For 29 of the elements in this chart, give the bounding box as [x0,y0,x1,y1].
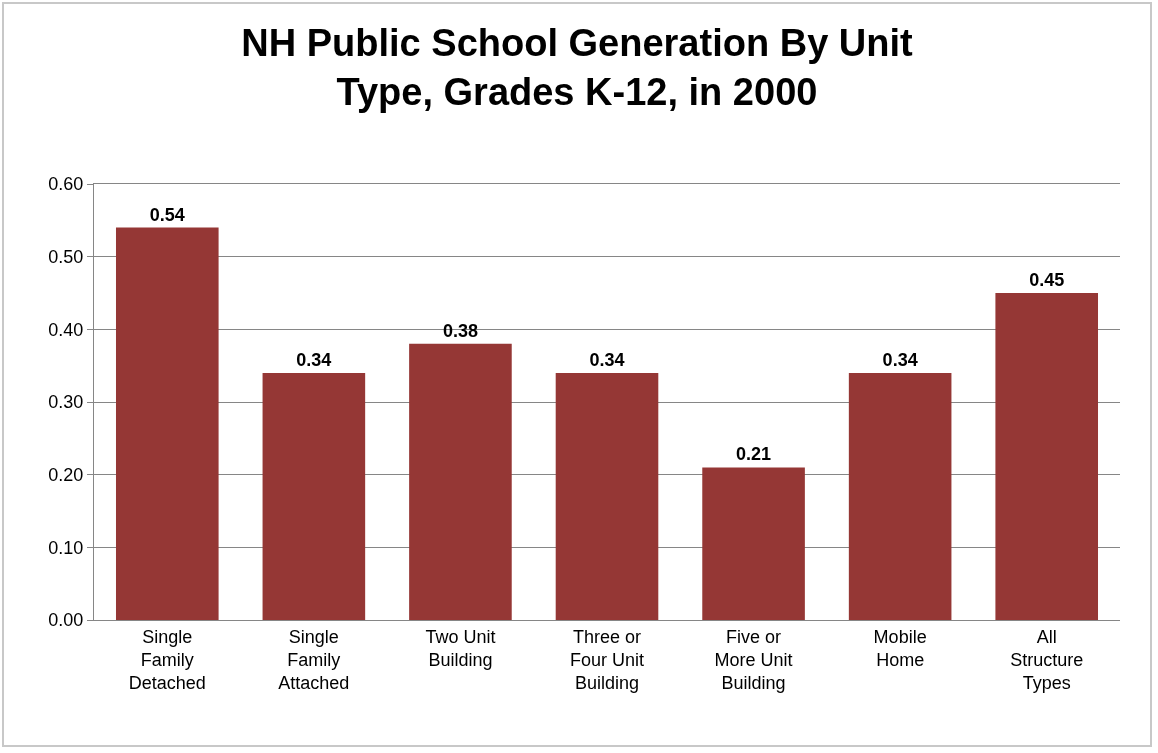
y-tick-label: 0.40 [48,319,84,340]
x-tick-label: All Structure Types [1010,626,1084,694]
y-tick-label: 0.60 [48,174,84,195]
bar [555,372,659,620]
y-tick-label: 0.10 [48,537,84,558]
data-label: 0.54 [149,204,185,225]
chart-title: NH Public School Generation By Unit Type, Grades K-12, in 2000 [241,21,914,114]
data-label: 0.21 [736,444,772,465]
x-tick-label: Mobile Home [873,626,927,670]
data-label: 0.34 [296,349,332,370]
x-tick-label: Three or Four Unit Building [569,626,645,694]
data-label: 0.45 [1029,270,1065,290]
y-tick-label: 0.50 [48,246,84,267]
data-label: 0.34 [882,349,918,370]
bar [262,372,366,620]
bar [995,293,1099,620]
x-tick-label: Single Family Detached [128,626,206,694]
bar [115,227,219,620]
y-tick-label: 0.00 [48,610,84,631]
x-tick-label: Five or More Unit Building [714,626,793,694]
x-tick-label: Single Family Attached [278,626,350,694]
data-label: 0.38 [442,320,478,341]
bar [409,343,512,620]
y-tick-label: 0.20 [48,464,84,485]
bar [848,372,952,620]
y-tick-label: 0.30 [48,392,84,413]
x-tick-label: Two Unit Building [425,626,496,670]
data-label: 0.34 [589,349,625,370]
bar [702,467,805,620]
